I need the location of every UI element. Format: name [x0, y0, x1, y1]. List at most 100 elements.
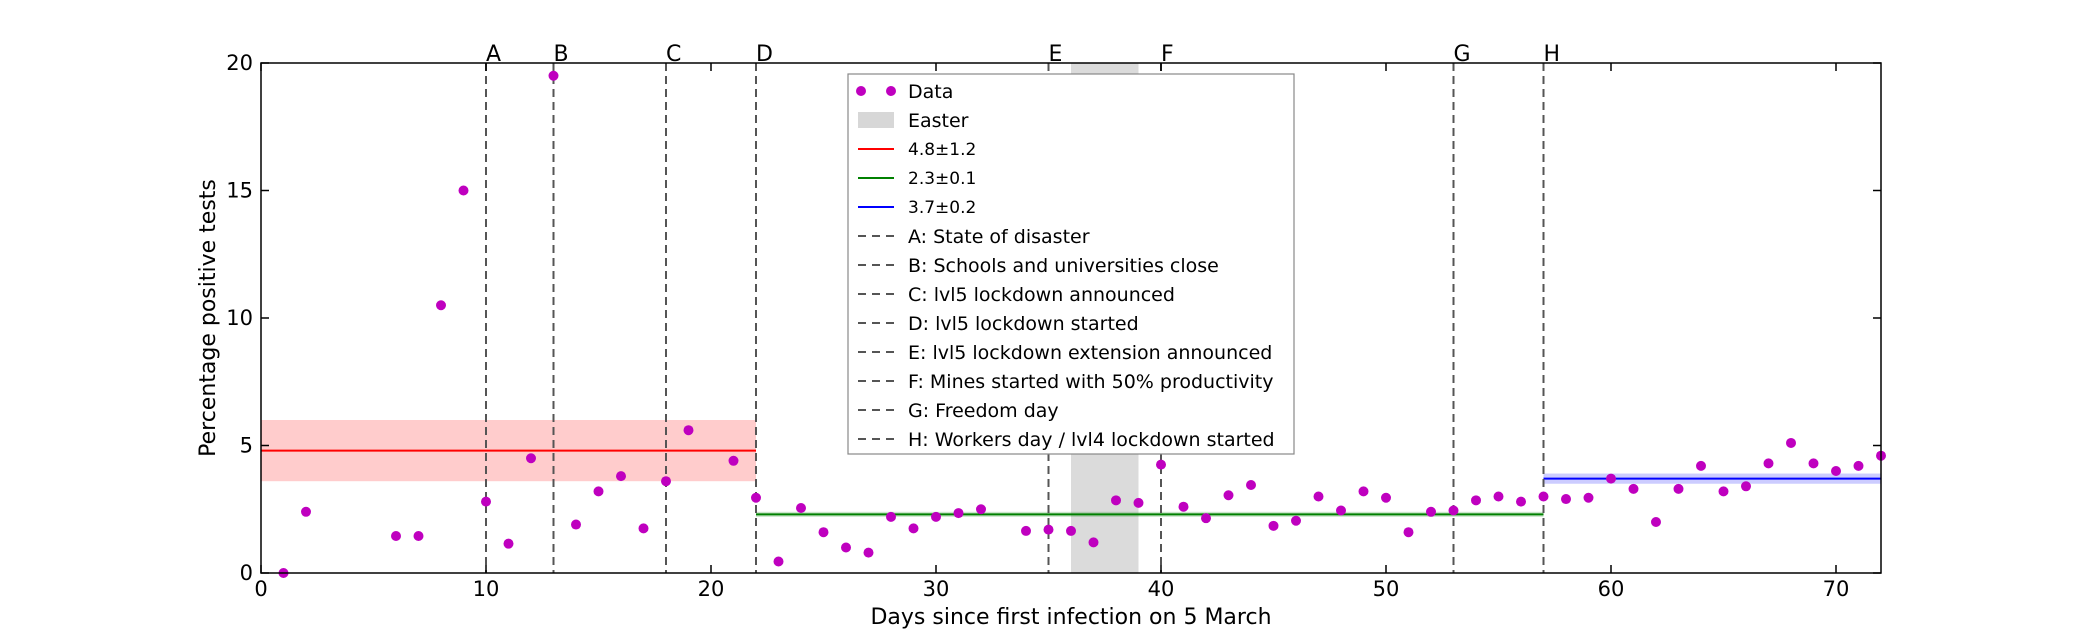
data-points-layer — [278, 70, 1886, 578]
data-point — [751, 492, 761, 503]
event-letter-b: B — [554, 42, 569, 67]
x-tick-label: 20 — [698, 577, 725, 601]
data-point — [863, 547, 874, 558]
event-letter-f: F — [1161, 42, 1174, 67]
data-point — [413, 531, 424, 542]
data-point — [1516, 496, 1526, 507]
data-point — [391, 531, 401, 542]
data-point — [571, 519, 581, 530]
x-tick-label: 10 — [473, 577, 500, 601]
data-point — [458, 185, 469, 196]
data-point — [1538, 491, 1549, 502]
data-point — [683, 425, 694, 436]
legend-marker-data — [886, 86, 896, 96]
y-axis-label: Percentage positive tests — [196, 179, 221, 457]
data-point — [931, 511, 941, 522]
event-letter-c: C — [666, 42, 681, 67]
data-point — [796, 502, 806, 513]
legend-box — [847, 73, 1295, 455]
x-tick-label: 40 — [1148, 577, 1175, 601]
legend-label-event-f: F: Mines started with 50% productivity — [908, 371, 1273, 393]
event-letter-a: A — [486, 42, 501, 67]
data-point — [908, 523, 919, 534]
data-point — [1043, 524, 1054, 535]
legend-marker-data — [856, 86, 866, 96]
data-point — [1223, 490, 1234, 501]
event-letter-e: E — [1049, 42, 1063, 67]
data-point — [886, 511, 896, 522]
data-point — [1448, 505, 1459, 516]
data-point — [1696, 460, 1706, 471]
legend-label-event-d: D: lvl5 lockdown started — [908, 313, 1139, 335]
data-point — [1381, 492, 1391, 503]
data-point — [1606, 473, 1616, 484]
axes-layer: 0 10 20 30 40 50 60 70 0 5 10 15 20 — [226, 51, 1882, 601]
data-point — [1718, 486, 1729, 497]
data-point — [1471, 495, 1481, 506]
data-point — [976, 504, 986, 515]
data-point — [1673, 483, 1684, 494]
legend-label-fit-3: 3.7±0.2 — [908, 198, 976, 218]
legend-label-event-e: E: lvl5 lockdown extension announced — [908, 342, 1272, 364]
data-point — [1786, 437, 1796, 448]
data-point — [818, 527, 829, 538]
data-point — [773, 556, 784, 567]
data-point — [1403, 527, 1414, 538]
data-point — [1853, 460, 1864, 471]
data-point — [548, 70, 559, 81]
data-point — [301, 506, 311, 517]
legend-label-event-h: H: Workers day / lvl4 lockdown started — [908, 429, 1275, 451]
y-tick-label: 10 — [226, 306, 253, 330]
data-point — [1088, 537, 1099, 548]
data-point — [1358, 486, 1369, 497]
data-point — [1493, 491, 1504, 502]
data-point — [1111, 495, 1121, 506]
x-tick-label: 70 — [1823, 577, 1850, 601]
data-point — [1561, 494, 1571, 505]
legend-label-easter: Easter — [908, 110, 969, 132]
x-tick-label: 30 — [923, 577, 950, 601]
data-point — [593, 486, 604, 497]
data-point — [1066, 525, 1076, 536]
data-point — [841, 542, 851, 553]
legend-label-fit-1: 4.8±1.2 — [908, 140, 976, 160]
x-axis-label: Days since first infection on 5 March — [870, 605, 1271, 630]
data-point — [661, 476, 671, 487]
data-point — [481, 496, 491, 507]
data-point — [1313, 491, 1324, 502]
event-letter-g: G — [1454, 42, 1471, 67]
data-point — [1763, 458, 1774, 469]
data-point — [616, 471, 626, 482]
data-point — [1201, 513, 1211, 524]
data-point — [728, 455, 739, 466]
data-point — [1831, 466, 1841, 476]
data-point — [1156, 459, 1166, 470]
x-tick-label: 0 — [254, 577, 267, 601]
event-letter-d: D — [756, 42, 773, 67]
data-point — [1651, 517, 1661, 527]
data-point — [1628, 483, 1639, 494]
legend-label-event-b: B: Schools and universities close — [908, 255, 1219, 277]
data-point — [436, 300, 446, 311]
legend-label-data: Data — [908, 81, 953, 103]
y-tick-label: 15 — [226, 179, 253, 203]
data-point — [1583, 492, 1594, 503]
data-point — [1808, 458, 1819, 469]
legend-label-event-g: G: Freedom day — [908, 400, 1059, 422]
data-point — [1133, 497, 1144, 508]
y-tick-label: 5 — [240, 434, 253, 458]
data-point — [1426, 506, 1436, 517]
data-point — [1246, 480, 1256, 491]
fit-bands-layer — [261, 420, 1881, 517]
data-point — [953, 508, 964, 519]
event-letter-h: H — [1544, 42, 1561, 67]
data-point — [503, 538, 514, 549]
data-point — [1178, 501, 1189, 512]
legend-swatch-easter — [858, 112, 894, 128]
data-point — [526, 453, 536, 464]
data-point — [1741, 481, 1751, 492]
y-tick-label: 0 — [240, 561, 253, 585]
x-tick-label: 50 — [1373, 577, 1400, 601]
data-point — [1021, 525, 1031, 536]
